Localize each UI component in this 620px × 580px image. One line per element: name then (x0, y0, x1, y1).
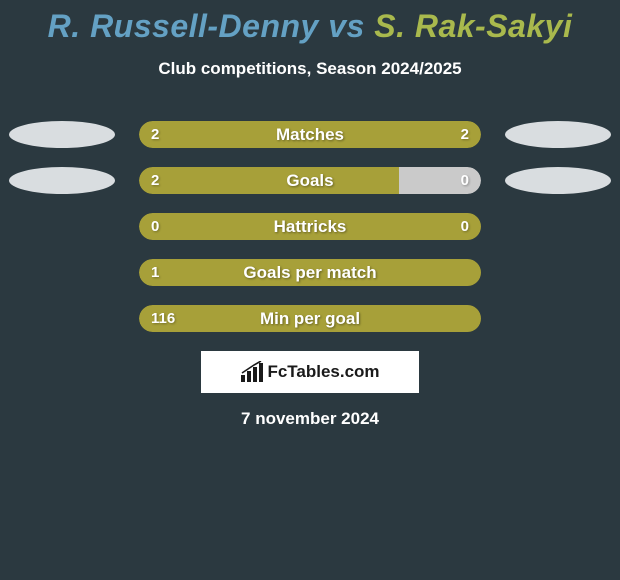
stat-value-right: 0 (461, 213, 469, 240)
stat-row: Goals2 0 (0, 167, 620, 194)
stat-label: Min per goal (139, 305, 481, 332)
player-right-ellipse (505, 121, 611, 148)
stat-row: Min per goal116 (0, 305, 620, 332)
title-player-right: S. Rak-Sakyi (374, 8, 572, 44)
stat-row: Hattricks0 0 (0, 213, 620, 240)
attribution-band: FcTables.com (201, 351, 419, 393)
stat-value-right: 0 (461, 167, 469, 194)
title-player-left: R. Russell-Denny (48, 8, 319, 44)
stat-label: Hattricks (139, 213, 481, 240)
logo-text: FcTables.com (267, 362, 379, 382)
stat-bar: Goals2 0 (139, 167, 481, 194)
stat-label: Goals (139, 167, 481, 194)
stat-bar: Min per goal116 (139, 305, 481, 332)
page-title: R. Russell-Denny vs S. Rak-Sakyi (0, 8, 620, 45)
player-left-ellipse (9, 167, 115, 194)
player-right-ellipse (505, 167, 611, 194)
stat-bar: Matches2 2 (139, 121, 481, 148)
stat-label: Goals per match (139, 259, 481, 286)
stat-value-left: 116 (151, 305, 175, 332)
stat-value-left: 1 (151, 259, 159, 286)
stat-value-left: 2 (151, 121, 159, 148)
subtitle: Club competitions, Season 2024/2025 (0, 59, 620, 79)
stat-value-left: 2 (151, 167, 159, 194)
stat-row: Goals per match1 (0, 259, 620, 286)
comparison-card: R. Russell-Denny vs S. Rak-Sakyi Club co… (0, 0, 620, 429)
player-left-ellipse (9, 121, 115, 148)
stat-row: Matches2 2 (0, 121, 620, 148)
stat-rows: Matches22Goals20Hattricks00Goals per mat… (0, 121, 620, 332)
stat-label: Matches (139, 121, 481, 148)
stat-bar: Hattricks0 0 (139, 213, 481, 240)
date-label: 7 november 2024 (0, 409, 620, 429)
logo: FcTables.com (240, 361, 379, 383)
title-vs: vs (319, 8, 374, 44)
stat-value-left: 0 (151, 213, 159, 240)
stat-bar: Goals per match1 (139, 259, 481, 286)
stat-value-right: 2 (461, 121, 469, 148)
bars-icon (240, 361, 264, 383)
